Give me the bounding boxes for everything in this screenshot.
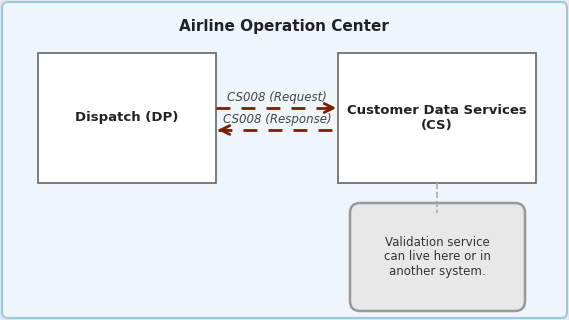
FancyBboxPatch shape [350,203,525,311]
Text: Dispatch (DP): Dispatch (DP) [75,111,179,124]
Text: Customer Data Services
(CS): Customer Data Services (CS) [347,104,527,132]
Text: CS008 (Response): CS008 (Response) [222,114,331,126]
FancyBboxPatch shape [338,53,536,183]
Text: Airline Operation Center: Airline Operation Center [179,19,389,34]
Text: Validation service
can live here or in
another system.: Validation service can live here or in a… [384,236,491,278]
Text: CS008 (Request): CS008 (Request) [227,92,327,105]
FancyBboxPatch shape [38,53,216,183]
